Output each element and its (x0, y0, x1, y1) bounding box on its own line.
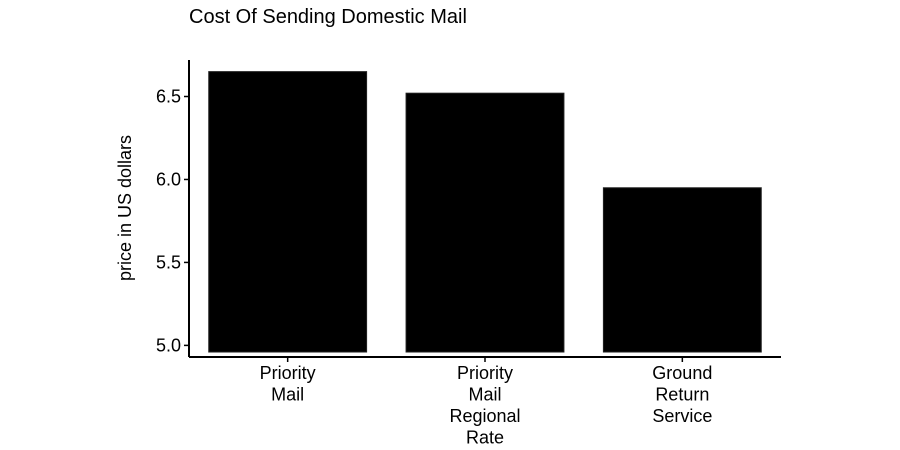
bar-3 (602, 187, 762, 353)
x-tick-label-line: Regional (449, 406, 520, 426)
y-axis: 5.0 5.5 6.0 6.5 (156, 60, 190, 357)
x-tick-label-line: Priority (260, 363, 316, 383)
y-tick-label: 5.5 (156, 252, 181, 272)
y-axis-label: price in US dollars (115, 135, 135, 281)
x-tick-label: Ground Return Service (652, 363, 712, 426)
x-tick-label-line: Service (652, 406, 712, 426)
x-tick-label-line: Mail (271, 385, 304, 405)
x-tick-label-line: Return (655, 385, 709, 405)
x-tick-label-line: Rate (466, 428, 504, 448)
y-tick-label: 5.0 (156, 335, 181, 355)
y-tick-label: 6.5 (156, 87, 181, 107)
bar-1 (208, 71, 368, 353)
x-tick-label: Priority Mail (260, 363, 316, 405)
x-tick-label-line: Priority (457, 363, 513, 383)
x-tick-label: Priority Mail Regional Rate (449, 363, 520, 448)
y-tick-label: 6.0 (156, 169, 181, 189)
chart-title: Cost Of Sending Domestic Mail (189, 6, 467, 28)
bars-group (208, 71, 762, 353)
bar-2 (405, 92, 565, 353)
x-tick-label-line: Ground (652, 363, 712, 383)
x-tick-label-line: Mail (468, 385, 501, 405)
